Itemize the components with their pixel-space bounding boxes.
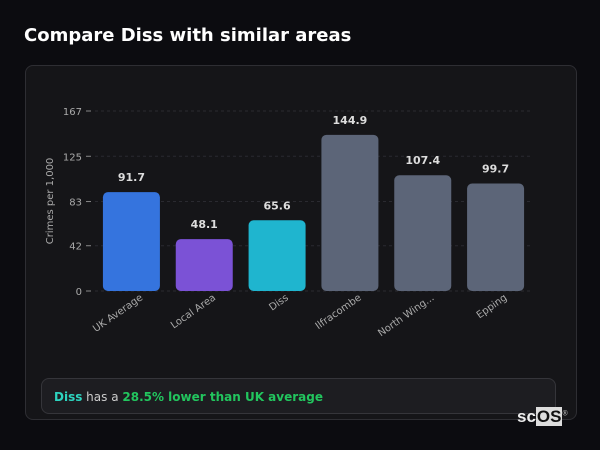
bar[interactable] (102, 192, 160, 291)
bar[interactable] (394, 175, 452, 291)
bar[interactable] (175, 239, 233, 291)
x-tick-label: Ilfracombe (314, 292, 364, 332)
x-tick-label: Epping (475, 292, 510, 321)
y-tick-label: 167 (63, 107, 82, 118)
y-tick-label: 83 (69, 198, 82, 209)
summary-box: Diss has a 28.5% lower than UK average (41, 378, 556, 414)
data-label: 65.6 (264, 199, 291, 212)
y-tick-label: 42 (69, 242, 82, 253)
y-tick-label: 125 (63, 152, 82, 163)
bar[interactable] (467, 183, 525, 291)
data-label: 48.1 (191, 218, 218, 231)
summary-place: Diss (54, 390, 83, 404)
y-axis-label: Crimes per 1,000 (45, 158, 56, 245)
bar[interactable] (248, 220, 306, 291)
bar[interactable] (321, 134, 379, 291)
logo: scOS® (517, 407, 568, 426)
summary-text: has a (82, 390, 123, 404)
x-tick-label: North Wing... (376, 292, 436, 339)
x-tick-label: Diss (267, 292, 290, 313)
x-tick-label: UK Average (91, 292, 145, 334)
page-title: Compare Diss with similar areas (24, 25, 352, 46)
y-tick-label: 0 (76, 287, 82, 298)
data-label: 99.7 (482, 163, 509, 176)
x-tick-label: Local Area (169, 292, 218, 331)
summary-highlight: 28.5% lower than UK average (122, 390, 323, 404)
data-label: 107.4 (405, 154, 440, 167)
data-label: 144.9 (333, 114, 368, 127)
data-label: 91.7 (118, 171, 145, 184)
